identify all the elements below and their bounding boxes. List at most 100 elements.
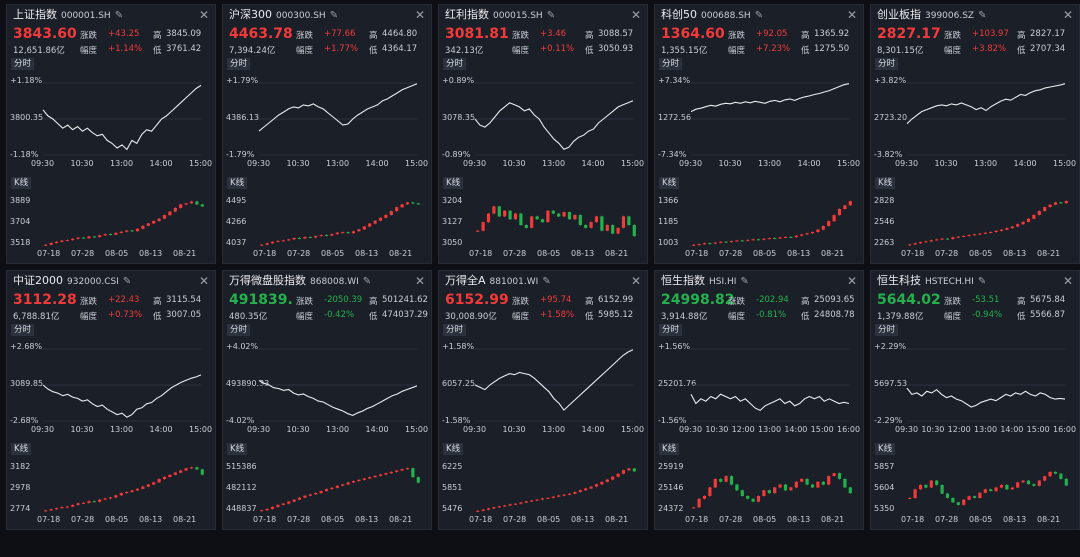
pencil-icon[interactable]: ✎ <box>362 276 372 287</box>
kline-tab[interactable]: K线 <box>227 177 248 189</box>
intraday-tab[interactable]: 分时 <box>11 324 35 336</box>
date-tick: 08-21 <box>173 515 197 524</box>
close-icon[interactable]: ✕ <box>1062 274 1073 288</box>
intraday-tab[interactable]: 分时 <box>443 324 467 336</box>
close-icon[interactable]: ✕ <box>630 274 641 288</box>
low-label: 低 <box>585 46 594 56</box>
close-icon[interactable]: ✕ <box>630 8 641 22</box>
pencil-icon[interactable]: ✎ <box>546 10 556 21</box>
kline-candle <box>303 495 307 498</box>
pencil-icon[interactable]: ✎ <box>740 276 749 287</box>
intraday-tab[interactable]: 分时 <box>227 58 251 70</box>
change-label: 涨跌 <box>296 297 314 307</box>
kline-candle <box>724 476 728 482</box>
close-icon[interactable]: ✕ <box>198 8 209 22</box>
kline-candle <box>373 220 377 224</box>
kline-candle <box>848 487 852 494</box>
kline-chart: 25919 25146 24372 07-18 07-28 08-05 08-13 08-21 <box>655 457 863 557</box>
kline-tab[interactable]: K线 <box>659 177 680 189</box>
pencil-icon[interactable]: ✎ <box>329 10 339 21</box>
index-code: 868008.WI <box>310 277 359 287</box>
kline-candle <box>92 236 96 238</box>
pencil-icon[interactable]: ✎ <box>542 276 551 287</box>
index-name[interactable]: 万得全A <box>445 274 486 287</box>
index-name[interactable]: 沪深300 <box>229 8 272 21</box>
kline-tab[interactable]: K线 <box>11 443 32 455</box>
kline-candle <box>481 222 485 231</box>
turnover: 1,355.15亿 <box>661 46 708 56</box>
close-icon[interactable]: ✕ <box>414 8 425 22</box>
kline-candle <box>632 468 636 472</box>
pencil-icon[interactable]: ✎ <box>122 276 132 287</box>
kline-candle <box>486 213 491 223</box>
kline-candle <box>832 473 836 476</box>
kline-candle <box>843 205 847 209</box>
kline-tab[interactable]: K线 <box>659 443 680 455</box>
kline-tab[interactable]: K线 <box>11 177 32 189</box>
index-name[interactable]: 红利指数 <box>445 8 489 21</box>
date-tick: 07-18 <box>469 249 493 258</box>
time-tick: 15:00 <box>405 425 429 434</box>
high-value: 501241.62 <box>382 295 428 305</box>
close-icon[interactable]: ✕ <box>1062 8 1073 22</box>
time-tick: 10:30 <box>502 159 526 168</box>
high-value: 25093.65 <box>814 295 855 305</box>
index-name[interactable]: 恒生指数 <box>661 274 705 287</box>
kline-candle <box>324 235 329 237</box>
kline-candle <box>751 239 755 241</box>
index-code: 399006.SZ <box>925 11 975 21</box>
panel-header: 科创50 000688.SH ✎ ✕ <box>655 5 863 25</box>
time-tick: 12:00 <box>947 425 971 434</box>
intraday-tab[interactable]: 分时 <box>443 58 467 70</box>
kline-candle <box>76 503 80 505</box>
intraday-svg <box>474 348 634 422</box>
intraday-chart: +2.29% 5697.53 -2.29% 09:30 10:30 12:00 13:00 1… <box>871 339 1079 439</box>
intraday-tab[interactable]: 分时 <box>659 58 683 70</box>
index-name[interactable]: 万得微盘股指数 <box>229 274 306 287</box>
pencil-icon[interactable]: ✎ <box>978 10 987 21</box>
index-name[interactable]: 上证指数 <box>13 8 57 21</box>
intraday-tab[interactable]: 分时 <box>11 58 35 70</box>
kline-candle <box>1005 485 1009 490</box>
close-icon[interactable]: ✕ <box>414 274 425 288</box>
time-tick: 14:00 <box>1013 159 1037 168</box>
kline-svg <box>908 200 1068 246</box>
change-label: 涨跌 <box>728 297 746 307</box>
pencil-icon[interactable]: ✎ <box>977 276 987 287</box>
time-tick: 10:30 <box>70 425 94 434</box>
intraday-tab[interactable]: 分时 <box>227 324 251 336</box>
index-name-group: 万得微盘股指数 868008.WI ✎ <box>229 271 371 292</box>
index-name[interactable]: 中证2000 <box>13 274 63 287</box>
index-name[interactable]: 创业板指 <box>877 8 921 21</box>
pct-label: 幅度 <box>296 312 314 322</box>
kline-candle <box>314 493 318 495</box>
kline-tab[interactable]: K线 <box>227 443 248 455</box>
close-icon[interactable]: ✕ <box>198 274 209 288</box>
kline-chart: 3182 2978 2774 07-18 07-28 08-05 08-13 08-21 <box>7 457 215 557</box>
intraday-tab[interactable]: 分时 <box>875 324 899 336</box>
high-label: 高 <box>369 31 378 41</box>
intraday-tab[interactable]: 分时 <box>875 58 899 70</box>
kline-tab[interactable]: K线 <box>443 177 464 189</box>
index-name[interactable]: 科创50 <box>661 8 697 21</box>
kline-candle <box>778 484 782 488</box>
index-name[interactable]: 恒生科技 <box>877 274 921 287</box>
kline-candle <box>837 473 842 479</box>
close-icon[interactable]: ✕ <box>846 274 857 288</box>
time-tick: 10:30 <box>718 159 742 168</box>
kline-candle <box>281 503 285 505</box>
index-panel: 科创50 000688.SH ✎ ✕ 1364.60 1,355.15亿 涨跌 +92.05 幅… <box>654 4 864 264</box>
quote-block: 1364.60 1,355.15亿 涨跌 +92.05 幅度 +7.23% 高 1365.92… <box>655 25 863 57</box>
close-icon[interactable]: ✕ <box>846 8 857 22</box>
pencil-icon[interactable]: ✎ <box>754 10 764 21</box>
kline-tab[interactable]: K线 <box>875 177 896 189</box>
kline-tab[interactable]: K线 <box>443 443 464 455</box>
date-tick: 08-05 <box>753 249 777 258</box>
intraday-tab[interactable]: 分时 <box>659 324 683 336</box>
kline-candle <box>697 498 701 508</box>
kline-tab[interactable]: K线 <box>875 443 896 455</box>
pencil-icon[interactable]: ✎ <box>114 10 124 21</box>
time-tick: 15:00 <box>189 425 213 434</box>
pct-value: -0.94% <box>972 310 1003 320</box>
kline-candle <box>76 237 80 239</box>
